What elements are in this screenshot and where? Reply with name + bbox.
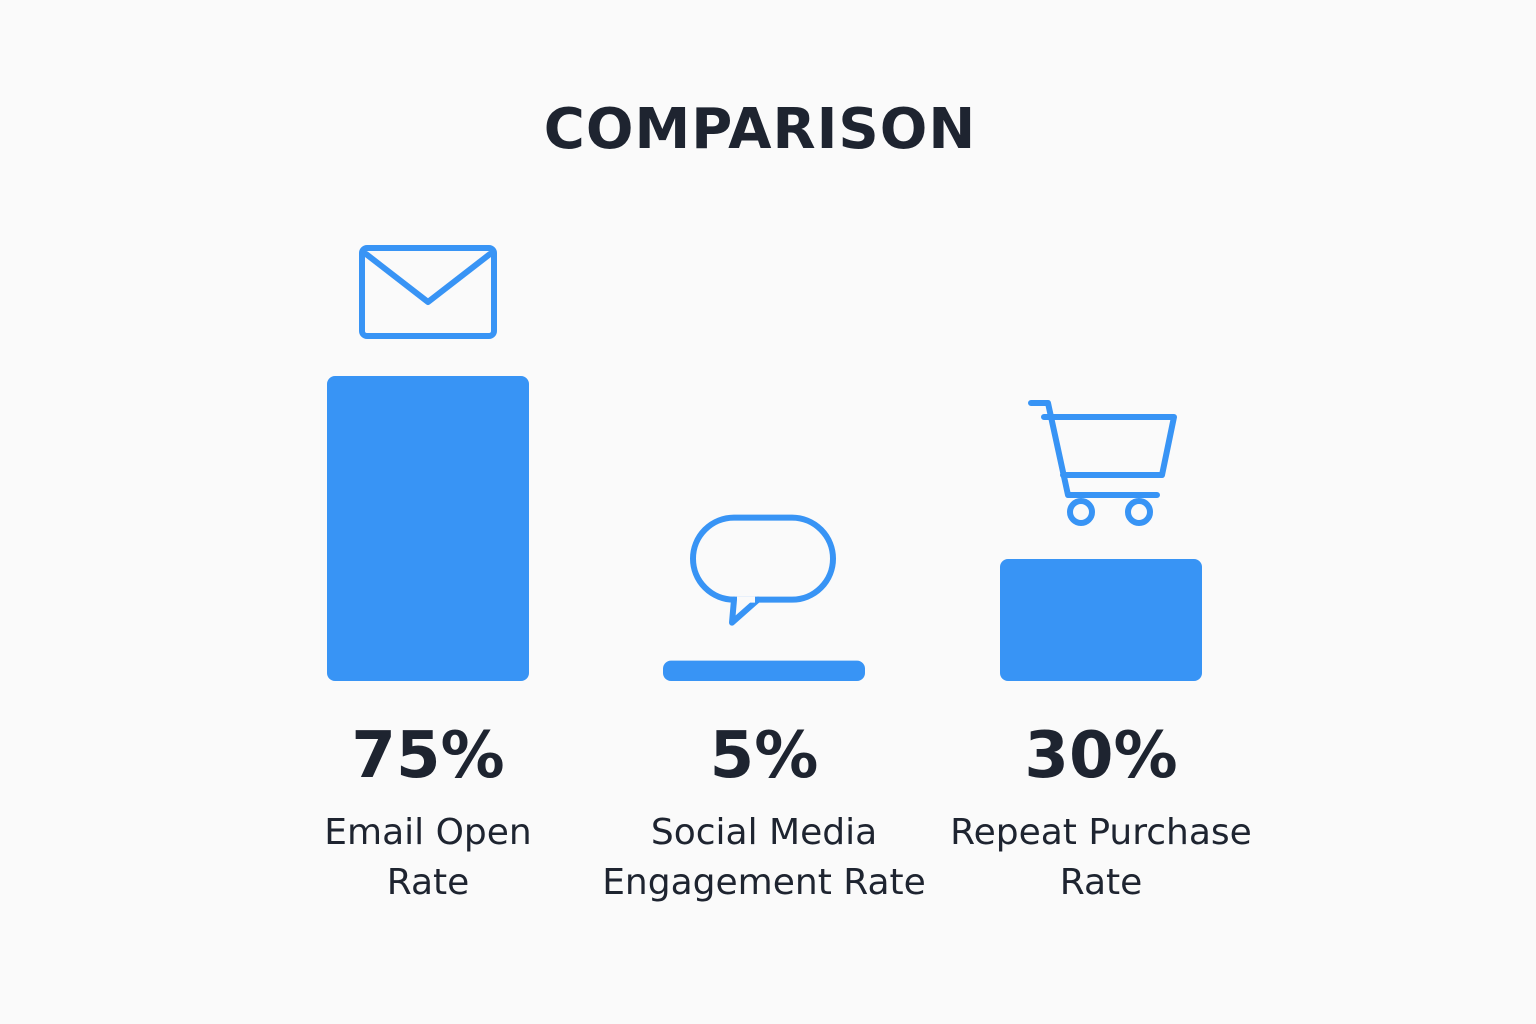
icon <box>1028 400 1177 526</box>
chart-title: COMPARISON <box>544 97 976 162</box>
cart-basket <box>1041 414 1177 478</box>
bubble-tail <box>729 596 761 626</box>
cart-wheel <box>1067 498 1095 526</box>
bubble-body <box>690 514 836 603</box>
cart-handle <box>1028 400 1160 498</box>
category-label: Social Media Engagement Rate <box>602 812 926 903</box>
value-label: 30% <box>1024 719 1177 793</box>
cart-wheel <box>1125 498 1153 526</box>
category-label: Email Open Rate <box>324 812 532 903</box>
category-label: Repeat Purchase Rate <box>950 812 1252 903</box>
bar <box>1000 559 1202 681</box>
bar <box>663 660 865 681</box>
icon <box>690 514 836 626</box>
icon <box>359 245 497 339</box>
value-label: 75% <box>351 719 504 793</box>
envelope-flap <box>363 251 493 305</box>
bar <box>327 376 529 681</box>
envelope-body <box>359 245 497 339</box>
value-label: 5% <box>710 719 819 793</box>
